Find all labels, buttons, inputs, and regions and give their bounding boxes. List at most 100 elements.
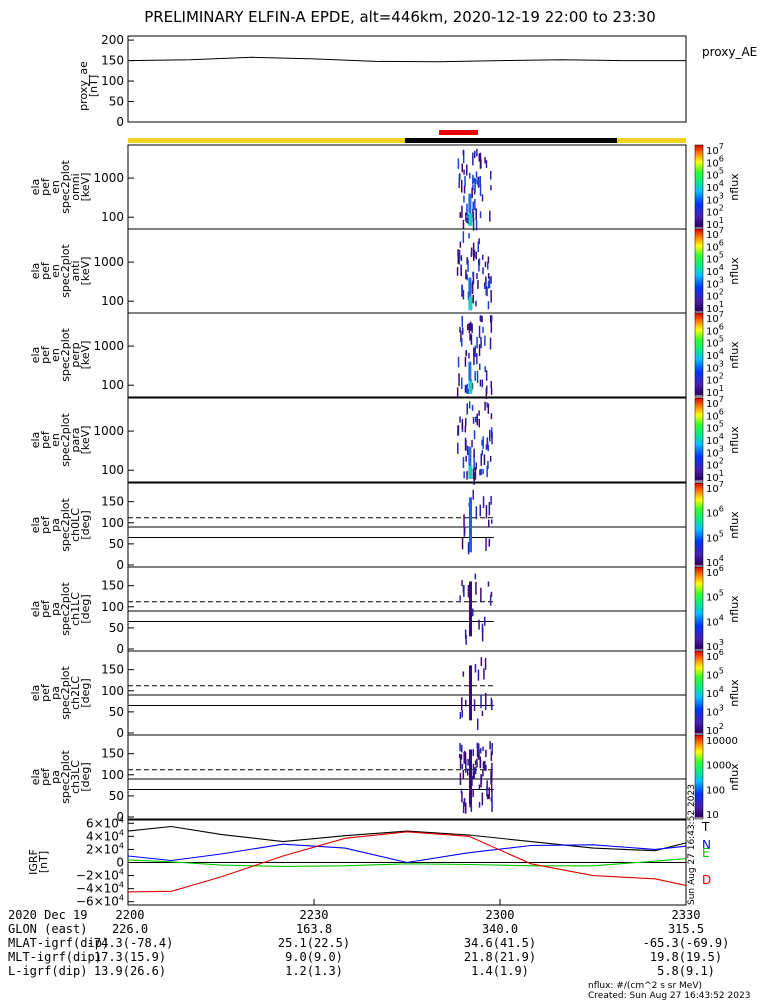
spectrogram-cell: [472, 201, 474, 210]
igrf-legend-T: T: [701, 820, 710, 834]
ylabel-line: ela: [29, 769, 42, 786]
spectrogram-cell: [472, 218, 475, 231]
spectrogram-cell: [478, 801, 481, 808]
ylabel-line: spec2plot: [59, 750, 72, 804]
spectrogram-cell: [475, 220, 478, 231]
spectrogram-cell: [457, 253, 459, 264]
y-tick-label: 100: [101, 516, 124, 530]
units-note: nflux: #/(cm^2 s sr MeV): [588, 981, 702, 991]
spectrogram-cell: [478, 410, 480, 416]
panel-frame: [127, 566, 687, 652]
footer-row-label: 2020 Dec 19: [8, 908, 87, 922]
spectrogram-cell: [483, 668, 485, 680]
ylabel-line: spec2plot: [59, 582, 72, 636]
spectrogram-cell: [475, 581, 477, 595]
spectrogram-cell: [478, 743, 480, 753]
ylabel-line: en: [49, 433, 62, 447]
spectrogram-cell: [479, 379, 482, 387]
spectrogram-cell: [480, 774, 483, 785]
spectrogram-cell: [463, 754, 465, 764]
spectrogram-cell: [485, 749, 487, 758]
ylabel-line: [deg]: [79, 594, 92, 623]
spectrogram-cell: [472, 271, 474, 277]
spectrogram-cell: [463, 471, 465, 479]
spectrogram-cell: [475, 300, 477, 307]
spectrogram-cell: [481, 623, 484, 633]
spectrogram-cell: [489, 594, 492, 606]
spectrogram-cell: [464, 750, 466, 759]
created-note: Created: Sun Aug 27 16:43:52 2023: [588, 991, 750, 1000]
y-tick-label: 150: [101, 579, 124, 593]
spectrogram-cell: [466, 445, 469, 456]
ylabel-line: pa: [49, 602, 62, 616]
spectrogram-cell: [461, 419, 464, 430]
spectrogram-cell: [476, 148, 478, 157]
spectrogram-cell: [472, 489, 474, 500]
spectrogram-cell: [481, 194, 484, 202]
y-tick-label: −6×104: [76, 894, 124, 909]
spectrogram-cell: [477, 749, 480, 758]
igrf-ylabel: IGRF[nT]: [27, 849, 50, 875]
spectrogram-cell: [479, 158, 482, 169]
spectrogram-cell: [485, 276, 487, 286]
y-tick-label: 100: [101, 210, 124, 224]
footer-value: 5.8(9.1): [657, 964, 715, 978]
spectrogram-cell: [457, 442, 459, 454]
spectrogram-cell: [472, 749, 474, 756]
spectrogram-cell: [490, 290, 492, 303]
spectrogram-cell: [473, 354, 475, 366]
spectrogram-cell: [467, 584, 470, 598]
spectrogram-cell: [469, 581, 472, 637]
spectrogram-cell: [466, 217, 468, 223]
spectrogram-cell: [456, 267, 459, 276]
footer-value: 340.0: [482, 922, 518, 936]
spectrogram-cell: [485, 693, 487, 706]
spectrogram-cell: [457, 356, 460, 368]
spectrogram-cell: [485, 370, 488, 381]
spectrogram-cell: [467, 324, 469, 331]
spectrogram-cell: [475, 506, 478, 520]
y-tick-label: 1000: [93, 171, 124, 185]
spectrogram-cell: [466, 403, 468, 415]
spectrogram-cell: [471, 323, 473, 334]
colorbar-tick-label: 102: [706, 722, 724, 737]
spectrogram-cell: [459, 755, 462, 769]
y-tick-label: 1000: [93, 424, 124, 438]
spectrogram-cell: [476, 353, 478, 365]
spectrogram-cell: [488, 538, 491, 545]
spectrogram-cell: [463, 186, 466, 194]
spectrogram-cell: [485, 160, 488, 168]
spectrogram-cell: [468, 322, 471, 334]
spectrogram-cell: [470, 247, 473, 256]
panel-frame: [127, 650, 687, 736]
footer-value: 19.8(19.5): [650, 950, 722, 964]
spectrogram-cell: [475, 171, 478, 178]
spectrogram-cell: [479, 363, 481, 371]
ylabel-line: [keV]: [79, 341, 92, 370]
spectrogram-cell: [481, 710, 484, 717]
panel-frame: [127, 228, 687, 314]
day-segment-right: [617, 138, 686, 143]
spectrogram-cell: [489, 429, 491, 442]
colorbar-strip: [694, 144, 704, 230]
spectrogram-cell: [474, 760, 477, 766]
spectrogram-cell: [487, 581, 490, 587]
colorbar-tick-label: 104: [706, 685, 724, 700]
panel-frame: [127, 144, 687, 230]
colorbar-strip: [694, 228, 704, 314]
spectrogram-cell: [474, 663, 477, 673]
ylabel-line: ela: [29, 601, 42, 618]
spectrogram-cell: [488, 502, 491, 516]
spectrogram-cell: [472, 174, 474, 185]
spectrogram-cell: [478, 619, 480, 630]
spectrogram-cell: [469, 801, 471, 808]
ylabel-line: ela: [29, 179, 42, 196]
spectrogram-cell: [476, 370, 479, 383]
spectrogram-cell: [475, 251, 477, 260]
spectrogram-cell: [460, 788, 463, 794]
spectrogram-cell: [484, 366, 486, 372]
spectrogram-cell: [466, 203, 468, 216]
